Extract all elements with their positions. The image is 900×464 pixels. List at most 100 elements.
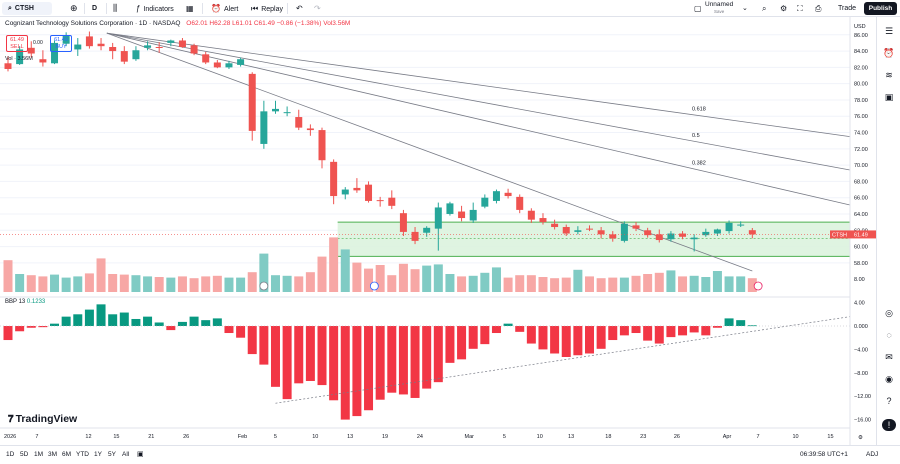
time-tick: 2026 <box>4 434 16 440</box>
time-tick: 10 <box>312 434 318 440</box>
volume-bar <box>177 276 187 292</box>
volume-bar <box>294 276 304 292</box>
buy-label: BUY <box>55 44 67 50</box>
spread-value: 0.00 <box>33 40 43 46</box>
undo-icon[interactable]: ↶ <box>296 4 303 13</box>
layout-save-status: Save <box>713 9 725 14</box>
trade-button[interactable]: Trade <box>838 5 857 12</box>
bbp-bar <box>84 309 94 326</box>
candle-body <box>16 49 24 65</box>
candle-body <box>283 112 291 114</box>
sell-price: 61.49 <box>10 37 24 43</box>
candle-body <box>690 237 698 240</box>
date-range-calendar-icon[interactable]: ▣ <box>137 451 144 458</box>
bbp-bar <box>61 316 71 326</box>
volume-bar <box>84 273 94 292</box>
notifications-icon[interactable]: ! <box>882 419 896 431</box>
buy-button[interactable]: 61.49 BUY <box>50 35 72 52</box>
ideas-icon[interactable]: ◌ <box>886 330 892 340</box>
volume-bar <box>503 277 513 292</box>
layout-name[interactable]: Unnamed Save <box>705 1 733 15</box>
candle-body <box>469 209 477 221</box>
volume-bar <box>189 278 199 292</box>
volume-bar <box>131 275 141 292</box>
quick-search-icon[interactable]: ⌕ <box>762 4 767 13</box>
candle-body <box>51 42 59 64</box>
alert-button[interactable]: ⏰ Alert <box>211 0 238 17</box>
volume-bar <box>585 276 594 292</box>
bbp-bar <box>282 326 292 400</box>
candle-type-icon[interactable]: ⫼ <box>113 3 118 13</box>
add-symbol-button[interactable]: ⊕ <box>70 3 78 13</box>
time-axis[interactable]: 2026 7 12 15 21 26 Feb 5 10 13 19 24 Mar 5 10 13 18 23 26 A… <box>0 427 863 441</box>
candle-body <box>248 73 256 131</box>
chevron-down-icon[interactable]: ⌄ <box>742 5 748 12</box>
bbp-tick: −8.00 <box>854 371 868 377</box>
range-all[interactable]: All <box>122 451 130 458</box>
settings-gear-icon[interactable]: ⚙ <box>780 4 788 13</box>
legend-ohlc: O62.01 H62.28 L61.01 C61.49 −0.86 (−1.38… <box>186 20 351 27</box>
symbol-search[interactable]: ⌕ CTSH <box>2 2 52 15</box>
publish-button[interactable]: Publish <box>864 2 897 15</box>
volume-bar <box>468 275 478 292</box>
range-5d[interactable]: 5D <box>20 451 29 458</box>
range-6m[interactable]: 6M <box>62 451 72 458</box>
bbp-bar <box>526 326 536 344</box>
clock[interactable]: 06:39:58 UTC+1 <box>800 451 848 458</box>
camera-icon[interactable]: ⎙ <box>815 4 822 13</box>
target-icon[interactable]: ◎ <box>885 308 893 318</box>
candle-body <box>330 161 338 197</box>
alerts-clock-icon[interactable]: ⏰ <box>883 48 895 58</box>
range-5y[interactable]: 5Y <box>108 451 116 458</box>
range-ytd[interactable]: YTD <box>76 451 89 458</box>
price-tick: 84.00 <box>854 49 868 55</box>
bbp-bar <box>3 326 13 341</box>
adj-toggle[interactable]: ADJ <box>866 451 879 458</box>
help-icon[interactable]: ? <box>886 396 892 406</box>
range-1d[interactable]: 1D <box>6 451 15 458</box>
bbp-bar <box>666 326 676 338</box>
bbp-bar <box>329 326 339 401</box>
bbp-bar <box>224 326 234 334</box>
range-1y[interactable]: 1Y <box>94 451 102 458</box>
watchlist-icon[interactable]: ☰ <box>884 26 894 36</box>
redo-icon[interactable]: ↷ <box>314 4 321 13</box>
candle-body <box>481 197 489 207</box>
tradingview-logo[interactable]: 𝟕 TradingView <box>8 413 77 425</box>
chat-icon[interactable]: ✉ <box>885 352 893 362</box>
alarm-clock-icon: ⏰ <box>211 4 221 13</box>
volume-bars <box>3 237 757 292</box>
bbp-bar <box>736 320 746 326</box>
bbp-trendline <box>275 316 851 404</box>
bbp-bar <box>119 312 129 326</box>
candle-body <box>632 225 640 229</box>
interval-button[interactable]: D <box>92 5 98 12</box>
calendar-icon[interactable]: ▣ <box>884 92 894 102</box>
candles <box>4 31 763 291</box>
candle-body <box>725 222 733 232</box>
sell-button[interactable]: 61.49 SELL <box>6 35 28 52</box>
time-tick: 12 <box>85 434 91 440</box>
price-tick: 72.00 <box>854 147 868 153</box>
indicators-icon: ƒ <box>136 4 141 13</box>
layout-grid-icon[interactable]: ▦ <box>186 4 194 13</box>
layout-square-icon[interactable]: ▢ <box>694 4 702 13</box>
candle-body <box>597 230 605 235</box>
fullscreen-icon[interactable]: ⛶ <box>797 4 803 13</box>
tradingview-logo-icon: 𝟕 <box>8 414 14 425</box>
bbp-legend: BBP 13 0.1233 <box>5 299 45 305</box>
broadcast-icon[interactable]: ◉ <box>885 374 893 384</box>
indicators-button[interactable]: ƒ Indicators <box>136 0 174 17</box>
candle-body <box>562 227 570 234</box>
bbp-bar <box>701 326 711 336</box>
candle-body <box>527 210 535 220</box>
volume-bar <box>515 275 525 292</box>
range-3m[interactable]: 3M <box>48 451 58 458</box>
price-axis[interactable]: USD 86.00 84.00 82.00 80.00 78.00 76.00 74.00 72… <box>830 17 876 445</box>
range-1m[interactable]: 1M <box>34 451 44 458</box>
bbp-bar <box>608 326 618 341</box>
layers-icon[interactable]: ≋ <box>885 70 893 80</box>
axis-settings-gear-icon: ⚙ <box>858 434 863 441</box>
replay-button[interactable]: ⏮ Replay <box>251 0 283 17</box>
